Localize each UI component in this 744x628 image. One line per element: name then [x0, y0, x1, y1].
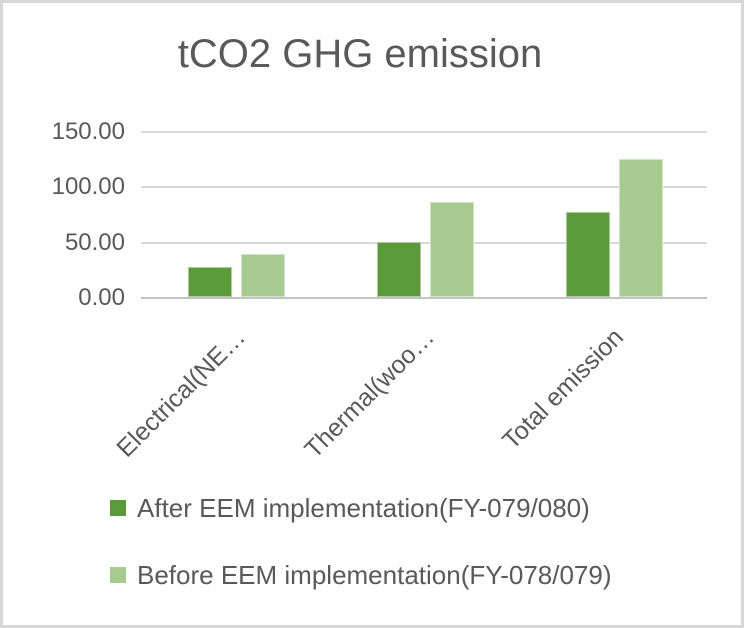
x-category-thermal: Thermal(woo…: [299, 323, 440, 464]
x-axis-line: [141, 297, 707, 299]
x-category-electrical: Electrical(NE…: [111, 323, 251, 463]
x-category-total: Total emission: [497, 323, 629, 455]
y-tick-50: 50.00: [64, 229, 125, 256]
gridline-100: [141, 186, 707, 188]
bar-before-thermal: [430, 201, 474, 297]
y-tick-100: 100.00: [51, 173, 125, 200]
plot-area: [141, 131, 707, 299]
legend-label-after: After EEM implementation(FY-079/080): [137, 493, 590, 523]
bar-before-electrical: [241, 253, 285, 297]
gridline-150: [141, 131, 707, 133]
legend-swatch-before-icon: [110, 567, 126, 583]
y-tick-150: 150.00: [51, 118, 125, 145]
gridline-50: [141, 242, 707, 244]
bar-after-electrical: [188, 267, 232, 297]
bar-after-thermal: [377, 241, 421, 297]
legend-swatch-after-icon: [110, 500, 126, 516]
legend-label-before: Before EEM implementation(FY-078/079): [137, 560, 612, 590]
bar-after-total: [566, 211, 610, 297]
bar-before-total: [619, 158, 663, 297]
y-tick-0: 0.00: [78, 284, 125, 311]
chart-title: tCO2 GHG emission: [177, 32, 543, 76]
